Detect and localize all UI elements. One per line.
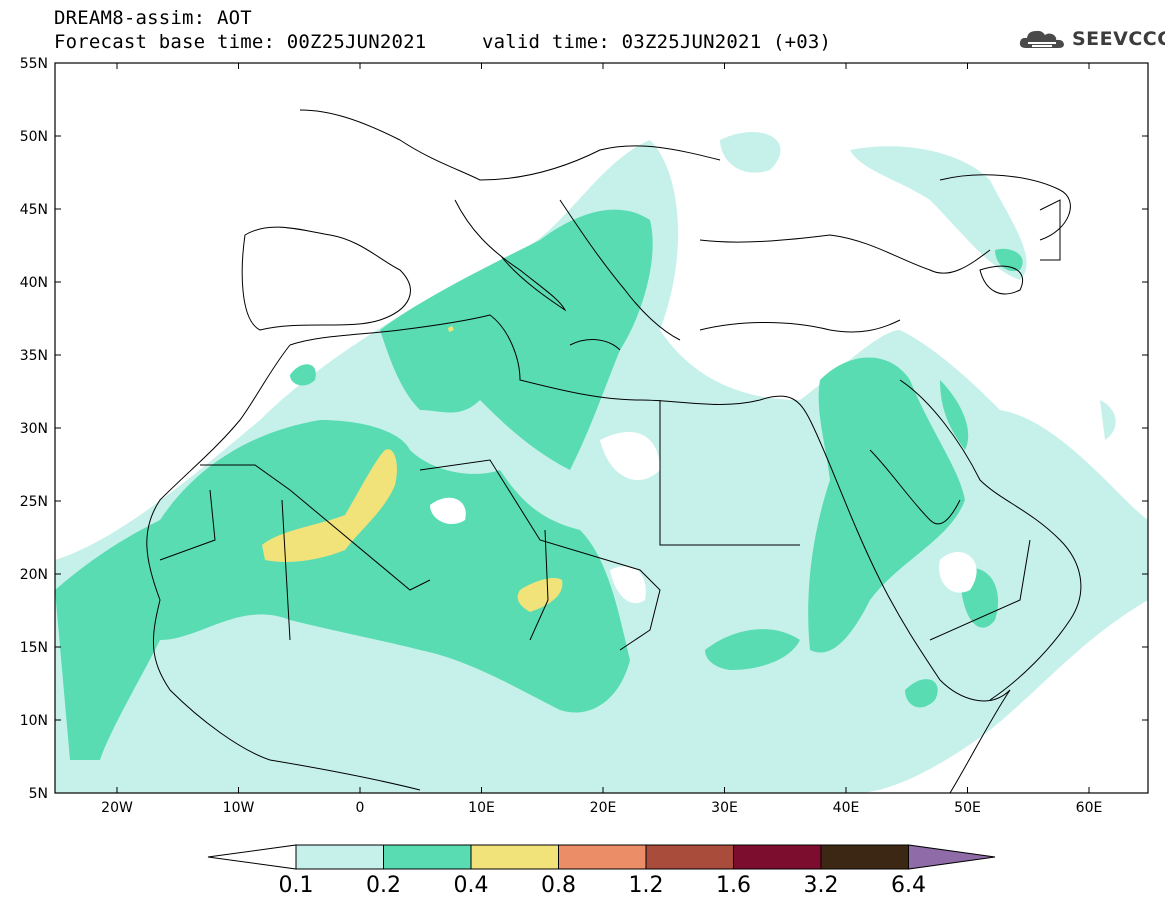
coastlines [146,109,1082,793]
lat-label: 35N [20,348,48,364]
brand-logo: SEEVCCC [1018,26,1165,52]
lat-label: 25N [20,494,48,510]
lat-label: 50N [20,129,48,145]
lon-label: 50E [954,800,981,816]
lon-label: 40E [833,800,860,816]
lat-label: 55N [20,56,48,72]
cloud-icon [1019,30,1064,48]
latitude-axis: 55N 50N 45N 40N 35N 30N 25N 20N 15N 10N 5N [20,56,1148,802]
colorbar-segment [470,844,559,870]
lat-label: 20N [20,567,48,583]
longitude-axis: 20W 10W 0 10E 20E 30E 40E 50E 60E [101,63,1102,816]
colorbar-segment [733,844,822,870]
colorbar-high-arrow [908,844,996,870]
colorbar-segment [383,844,472,870]
lat-label: 30N [20,421,48,437]
map-title: DREAM8-assim: AOT [54,7,252,29]
aot-contour-0.2 [55,420,630,760]
lon-label: 10E [468,800,495,816]
lat-label: 5N [29,786,48,802]
colorbar-level-label: 0.2 [366,873,401,898]
lat-label: 40N [20,275,48,291]
lat-label: 10N [20,713,48,729]
aot-contour-0.4 [262,449,397,562]
colorbar-level-label: 0.1 [279,873,314,898]
colorbar-level-label: 1.2 [629,873,664,898]
brand-name: SEEVCCC [1072,28,1165,50]
lon-label: 0 [356,800,365,816]
colorbar-level-label: 3.2 [804,873,839,898]
colorbar-segment [558,844,647,870]
lon-label: 60E [1076,800,1103,816]
lon-label: 10W [223,800,255,816]
colorbar-low-arrow [207,844,297,870]
lon-label: 30E [711,800,738,816]
colorbar-level-label: 0.8 [541,873,576,898]
valid-time: valid time: 03Z25JUN2021 (+03) [482,31,832,53]
colorbar-segment [645,844,734,870]
colorbar-level-label: 1.6 [716,873,751,898]
aot-field [55,131,1148,793]
colorbar-level-label: 0.4 [454,873,489,898]
colorbar-segment [820,844,909,870]
lat-label: 45N [20,202,48,218]
colorbar-segment [295,844,384,870]
lon-label: 20E [590,800,617,816]
colorbar: 0.1 0.2 0.4 0.8 1.2 1.6 3.2 6.4 [207,844,996,898]
lat-label: 15N [20,640,48,656]
base-time: Forecast base time: 00Z25JUN2021 [54,31,427,53]
aot-contour-0.1 [55,140,1148,793]
colorbar-level-label: 6.4 [891,873,926,898]
lon-label: 20W [101,800,133,816]
